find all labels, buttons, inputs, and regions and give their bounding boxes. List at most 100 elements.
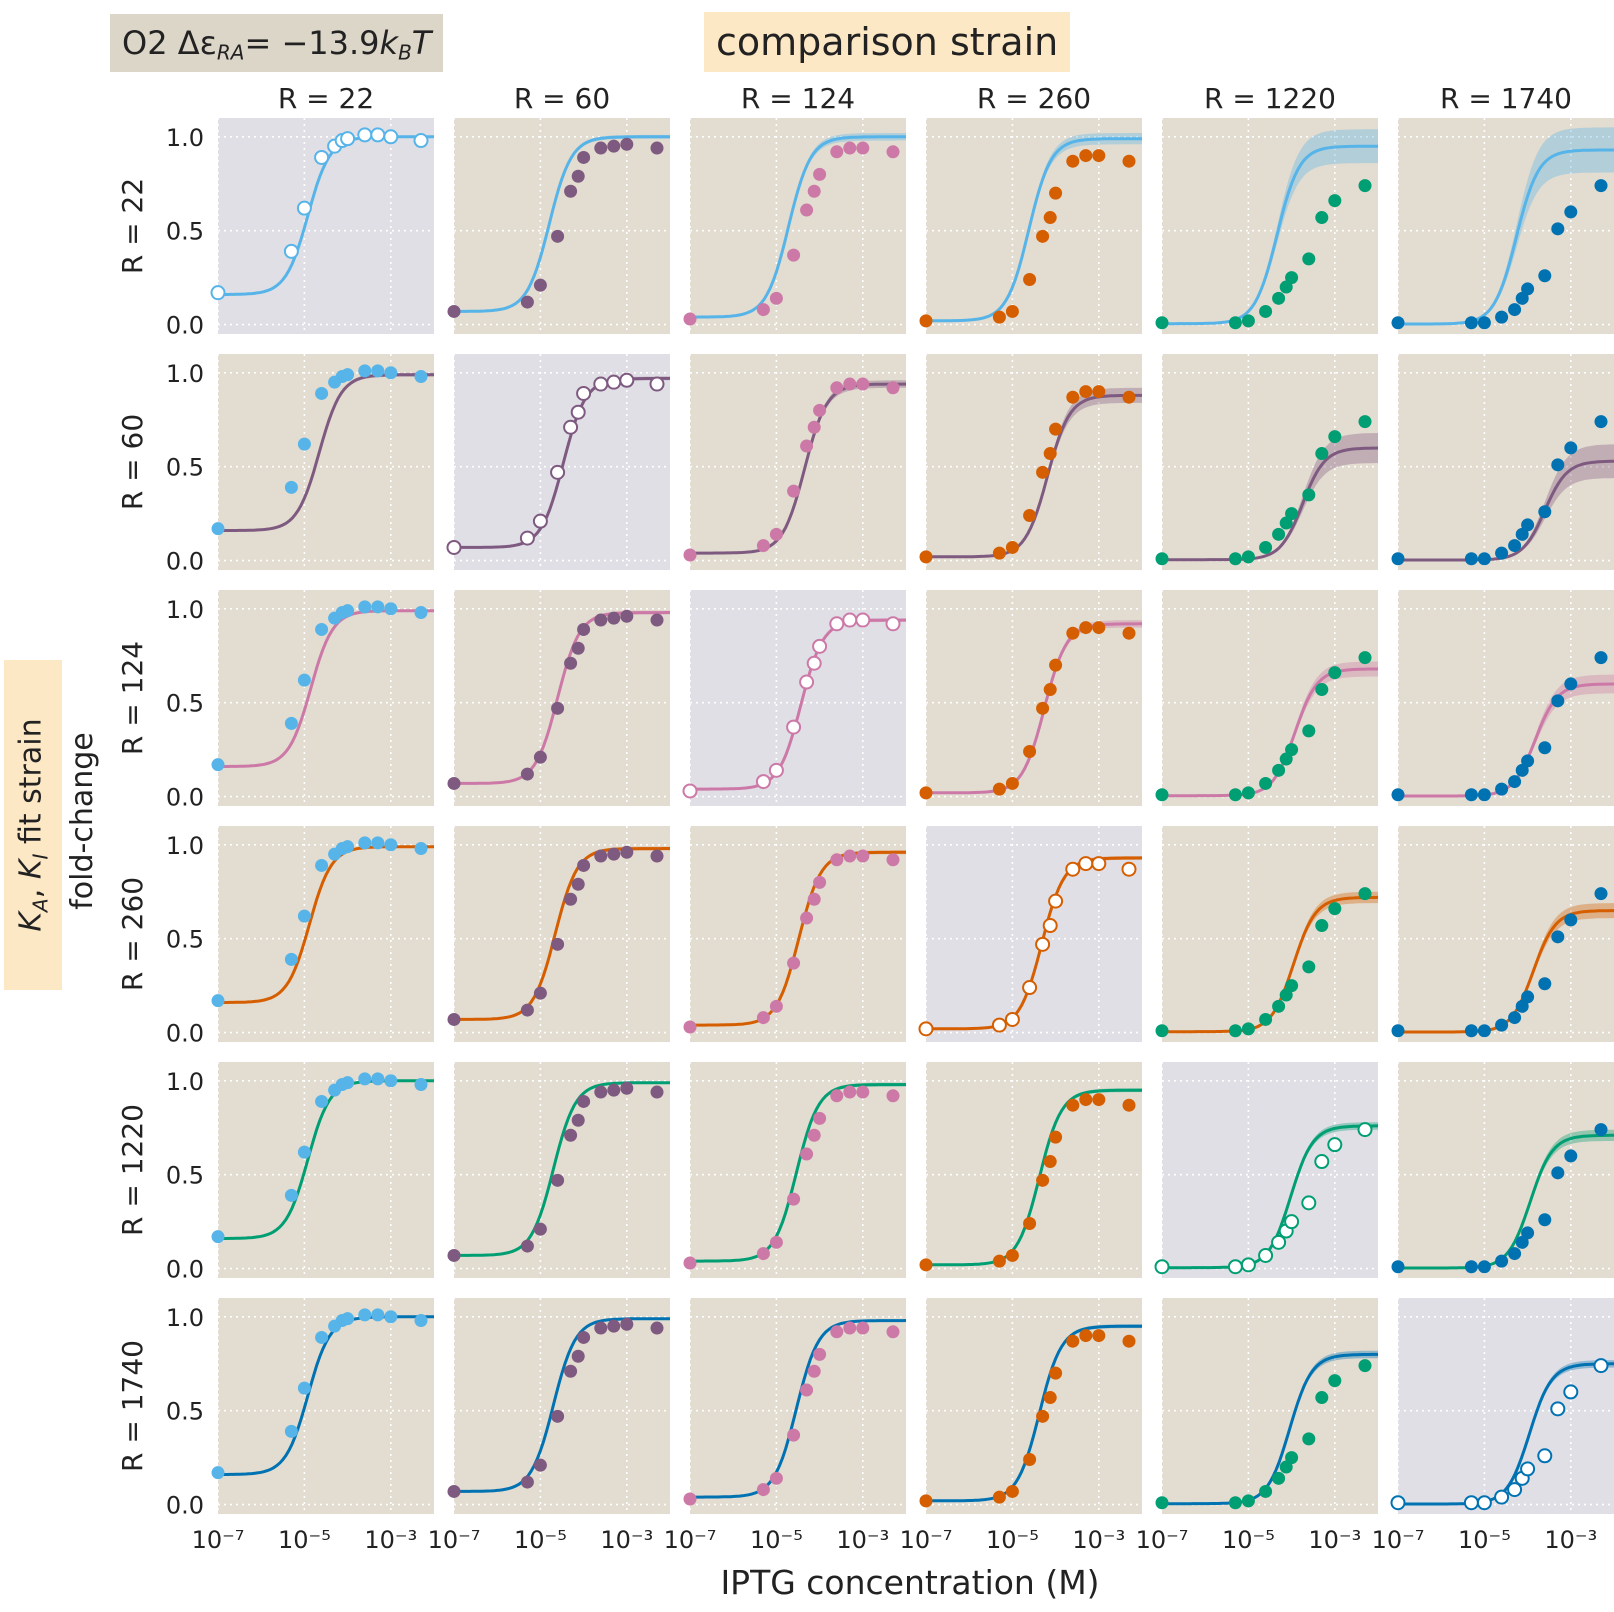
data-point <box>1122 390 1136 404</box>
data-point <box>650 613 664 627</box>
data-point <box>787 1428 801 1442</box>
data-point <box>607 1083 621 1097</box>
y-tick-label: 1.0 <box>166 124 204 152</box>
data-point <box>620 609 634 623</box>
data-point <box>1301 1195 1317 1211</box>
data-point <box>919 1258 933 1272</box>
y-tick-label: 0.5 <box>166 690 204 718</box>
data-point <box>551 1409 565 1423</box>
data-point <box>1036 465 1050 479</box>
data-point <box>1036 1173 1050 1187</box>
data-point <box>1508 539 1522 553</box>
y-tick-label: 1.0 <box>166 832 204 860</box>
data-point <box>383 129 399 145</box>
data-point <box>1036 229 1050 243</box>
data-point <box>1594 179 1608 193</box>
data-point <box>1079 1093 1093 1107</box>
data-point <box>1508 303 1522 317</box>
data-point <box>1302 488 1316 502</box>
data-point <box>284 1188 298 1202</box>
data-point <box>551 1173 565 1187</box>
data-point <box>1035 936 1051 952</box>
data-point <box>769 291 783 305</box>
data-point <box>577 1094 591 1108</box>
credible-band <box>1398 444 1614 560</box>
data-point <box>1228 788 1242 802</box>
data-point <box>1092 621 1106 635</box>
data-point <box>1315 683 1329 697</box>
data-point <box>1315 919 1329 933</box>
y-tick-label: 0.0 <box>166 1256 204 1284</box>
data-point <box>992 310 1006 324</box>
data-point <box>211 994 225 1008</box>
data-point <box>520 1239 534 1253</box>
data-point <box>918 1021 934 1037</box>
fit-curve <box>1162 1352 1378 1506</box>
data-point <box>919 786 933 800</box>
data-point <box>807 1128 821 1142</box>
fit-curve <box>1162 144 1378 326</box>
data-point <box>1515 999 1529 1013</box>
data-point <box>1564 677 1578 691</box>
data-point <box>533 278 547 292</box>
data-point <box>842 612 858 628</box>
data-point <box>1464 788 1478 802</box>
data-point <box>297 673 311 687</box>
data-point <box>1258 1247 1274 1263</box>
y-tick-label: 0.0 <box>166 548 204 576</box>
data-point <box>1066 1334 1080 1348</box>
data-point <box>447 1012 461 1026</box>
panel-background <box>1162 1298 1378 1514</box>
data-point <box>1537 1448 1553 1464</box>
data-point <box>414 842 428 856</box>
data-point <box>1302 960 1316 974</box>
operator-subscript: RA <box>216 40 245 65</box>
data-point <box>830 1089 844 1103</box>
data-point <box>1302 1432 1316 1446</box>
data-point <box>1564 1149 1578 1163</box>
data-point <box>1022 980 1038 996</box>
data-point <box>1358 1359 1372 1373</box>
data-point <box>649 376 665 392</box>
fit-curve <box>690 135 906 319</box>
x-tick-label: 10⁻³ <box>1072 1526 1125 1554</box>
data-point <box>1515 527 1529 541</box>
data-point <box>341 604 355 618</box>
data-point <box>1042 918 1058 934</box>
data-point <box>577 150 591 164</box>
panel-background <box>926 1298 1142 1514</box>
data-point <box>768 762 784 778</box>
data-point <box>371 1308 385 1322</box>
data-point <box>1279 1460 1293 1474</box>
panel-background <box>690 826 906 1042</box>
x-tick-label: 10⁻⁵ <box>1458 1526 1511 1554</box>
data-point <box>1391 1024 1405 1038</box>
data-point <box>532 513 548 529</box>
data-point <box>1563 1384 1579 1400</box>
data-point <box>550 464 566 480</box>
data-point <box>756 1483 770 1497</box>
data-point <box>570 404 586 420</box>
data-point <box>284 480 298 494</box>
panel-background <box>218 118 434 334</box>
operator-label: O2 Δε <box>122 24 217 62</box>
panel-background <box>926 354 1142 570</box>
data-point <box>1036 701 1050 715</box>
data-point <box>1043 683 1057 697</box>
data-point <box>1328 194 1342 208</box>
data-point <box>447 304 461 318</box>
fit-curve <box>218 1315 434 1476</box>
x-tick-label: 10⁻⁷ <box>1372 1526 1425 1554</box>
x-tick-label: 10⁻⁵ <box>750 1526 803 1554</box>
data-point <box>357 127 373 143</box>
data-point <box>1048 893 1064 909</box>
data-point <box>1005 540 1019 554</box>
data-point <box>786 719 802 735</box>
data-point <box>607 611 621 625</box>
data-point <box>1520 1461 1536 1477</box>
data-point <box>1155 552 1169 566</box>
data-point <box>856 1085 870 1099</box>
data-point <box>1005 1484 1019 1498</box>
data-point <box>1023 1217 1037 1231</box>
data-point <box>1079 1329 1093 1343</box>
